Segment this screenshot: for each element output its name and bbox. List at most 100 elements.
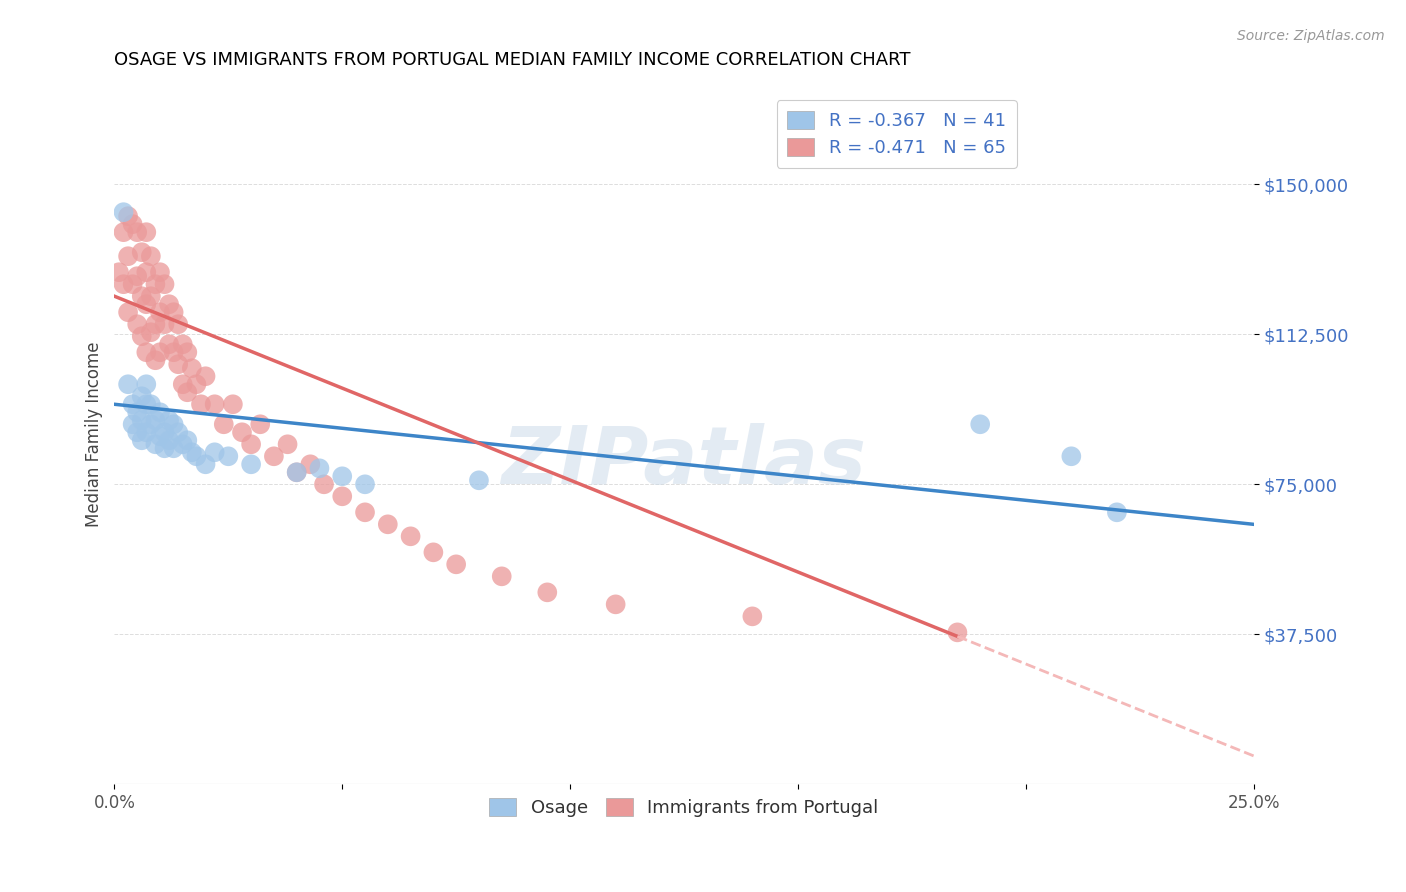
Point bbox=[194, 458, 217, 472]
Point bbox=[139, 397, 162, 411]
Point bbox=[163, 305, 186, 319]
Point bbox=[135, 397, 157, 411]
Point bbox=[145, 277, 167, 292]
Point bbox=[121, 217, 143, 231]
Point bbox=[153, 442, 176, 456]
Point bbox=[354, 505, 377, 519]
Point bbox=[145, 413, 167, 427]
Point bbox=[167, 317, 190, 331]
Point bbox=[536, 585, 558, 599]
Point bbox=[354, 477, 377, 491]
Point bbox=[139, 249, 162, 263]
Point bbox=[157, 434, 180, 448]
Point bbox=[163, 442, 186, 456]
Point bbox=[127, 405, 149, 419]
Point bbox=[108, 265, 131, 279]
Text: OSAGE VS IMMIGRANTS FROM PORTUGAL MEDIAN FAMILY INCOME CORRELATION CHART: OSAGE VS IMMIGRANTS FROM PORTUGAL MEDIAN… bbox=[114, 51, 911, 69]
Point bbox=[444, 558, 467, 572]
Point bbox=[377, 517, 399, 532]
Point bbox=[153, 317, 176, 331]
Point bbox=[157, 413, 180, 427]
Point bbox=[135, 377, 157, 392]
Point bbox=[149, 265, 172, 279]
Point bbox=[167, 425, 190, 440]
Point bbox=[157, 337, 180, 351]
Point bbox=[131, 329, 153, 343]
Point bbox=[117, 209, 139, 223]
Point bbox=[163, 417, 186, 432]
Y-axis label: Median Family Income: Median Family Income bbox=[86, 342, 103, 527]
Point bbox=[204, 445, 226, 459]
Point bbox=[117, 249, 139, 263]
Point bbox=[172, 337, 194, 351]
Point bbox=[308, 461, 330, 475]
Point bbox=[491, 569, 513, 583]
Point bbox=[399, 529, 422, 543]
Point bbox=[121, 397, 143, 411]
Point bbox=[135, 225, 157, 239]
Point bbox=[330, 469, 353, 483]
Point bbox=[263, 450, 285, 464]
Point bbox=[231, 425, 253, 440]
Point bbox=[422, 545, 444, 559]
Point bbox=[330, 489, 353, 503]
Point bbox=[145, 437, 167, 451]
Point bbox=[117, 305, 139, 319]
Point bbox=[149, 429, 172, 443]
Point bbox=[127, 269, 149, 284]
Point bbox=[163, 345, 186, 359]
Point bbox=[180, 361, 202, 376]
Point bbox=[139, 325, 162, 339]
Point bbox=[167, 357, 190, 371]
Point bbox=[741, 609, 763, 624]
Point bbox=[112, 205, 135, 219]
Point bbox=[312, 477, 335, 491]
Point bbox=[149, 305, 172, 319]
Point bbox=[285, 465, 308, 479]
Point bbox=[135, 297, 157, 311]
Point bbox=[212, 417, 235, 432]
Point bbox=[249, 417, 271, 432]
Point bbox=[172, 377, 194, 392]
Point bbox=[127, 225, 149, 239]
Point bbox=[121, 277, 143, 292]
Point bbox=[969, 417, 991, 432]
Point bbox=[190, 397, 212, 411]
Point bbox=[117, 377, 139, 392]
Point bbox=[1060, 450, 1083, 464]
Point bbox=[135, 265, 157, 279]
Point bbox=[139, 417, 162, 432]
Point bbox=[222, 397, 245, 411]
Point bbox=[131, 434, 153, 448]
Point bbox=[145, 317, 167, 331]
Point bbox=[153, 277, 176, 292]
Text: ZIPatlas: ZIPatlas bbox=[502, 424, 866, 501]
Point bbox=[145, 353, 167, 368]
Point bbox=[112, 225, 135, 239]
Point bbox=[468, 473, 491, 487]
Point bbox=[131, 245, 153, 260]
Point bbox=[135, 425, 157, 440]
Point bbox=[153, 425, 176, 440]
Point bbox=[121, 417, 143, 432]
Point bbox=[131, 389, 153, 403]
Point bbox=[605, 598, 627, 612]
Point bbox=[135, 345, 157, 359]
Text: Source: ZipAtlas.com: Source: ZipAtlas.com bbox=[1237, 29, 1385, 43]
Point bbox=[131, 413, 153, 427]
Point bbox=[139, 289, 162, 303]
Point bbox=[127, 425, 149, 440]
Point bbox=[149, 405, 172, 419]
Point bbox=[277, 437, 299, 451]
Point bbox=[176, 434, 198, 448]
Legend: Osage, Immigrants from Portugal: Osage, Immigrants from Portugal bbox=[482, 790, 886, 824]
Point bbox=[946, 625, 969, 640]
Point bbox=[1105, 505, 1128, 519]
Point bbox=[186, 377, 208, 392]
Point bbox=[127, 317, 149, 331]
Point bbox=[157, 297, 180, 311]
Point bbox=[172, 437, 194, 451]
Point bbox=[149, 345, 172, 359]
Point bbox=[194, 369, 217, 384]
Point bbox=[186, 450, 208, 464]
